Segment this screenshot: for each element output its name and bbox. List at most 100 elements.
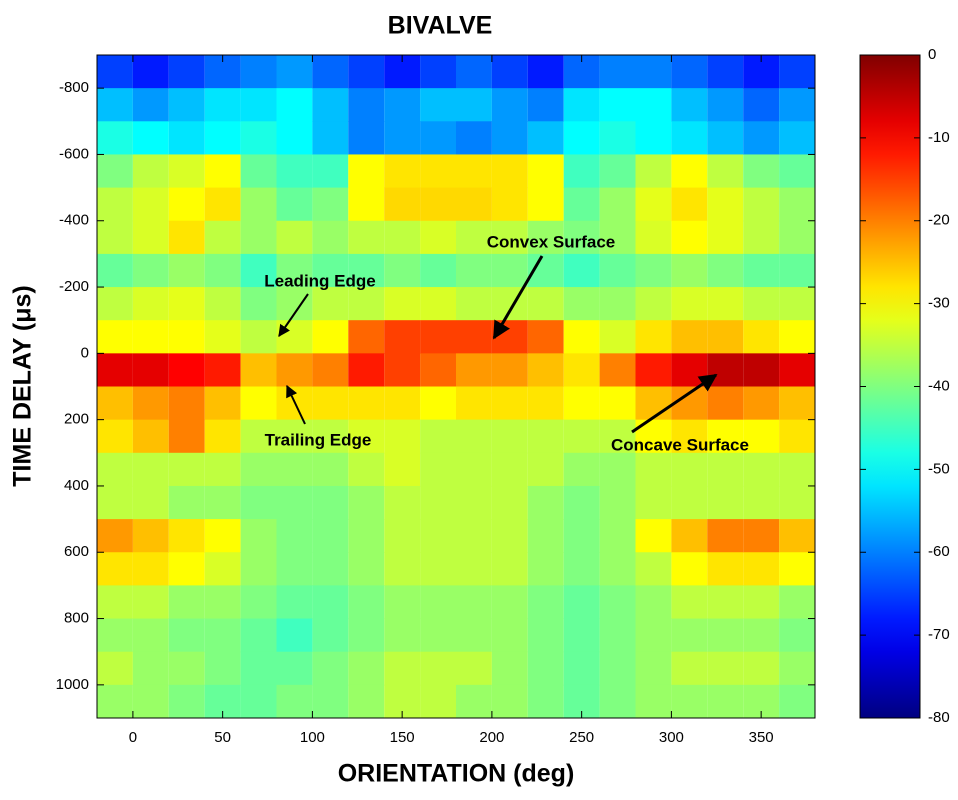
heatmap-cell <box>707 651 744 686</box>
heatmap-cell <box>743 353 780 387</box>
heatmap-cell <box>384 519 421 553</box>
heatmap-cell <box>276 287 313 321</box>
heatmap-cell <box>779 353 815 387</box>
heatmap-cell <box>420 253 456 288</box>
heatmap-cell <box>456 121 492 155</box>
arrow <box>286 384 306 425</box>
heatmap-cell <box>743 187 780 222</box>
heatmap-cell <box>348 55 385 89</box>
heatmap-cell <box>563 353 600 387</box>
heatmap-cell <box>635 353 672 387</box>
heatmap-cell <box>599 519 636 553</box>
heatmap-cell <box>348 419 385 454</box>
heatmap-cell <box>312 618 349 653</box>
x-tick-label: 150 <box>390 729 415 746</box>
heatmap-cell <box>599 485 636 520</box>
heatmap-cell <box>276 651 313 686</box>
heatmap-cell <box>491 419 528 454</box>
y-tick-label: -800 <box>59 79 89 96</box>
heatmap-cell <box>527 287 564 321</box>
heatmap-cell <box>168 386 205 421</box>
heatmap-cell <box>599 253 636 288</box>
heatmap-cell <box>779 121 815 155</box>
heatmap-cell <box>563 419 600 454</box>
heatmap-cell <box>97 253 133 288</box>
heatmap-cell <box>743 485 780 520</box>
heatmap-cell <box>635 485 672 520</box>
heatmap-cell <box>707 519 744 553</box>
heatmap-cell <box>635 253 672 288</box>
heatmap-cell <box>527 353 564 387</box>
heatmap-cell <box>527 552 564 586</box>
heatmap-cell <box>671 419 708 454</box>
heatmap-cell <box>707 154 744 189</box>
heatmap-cell <box>276 253 313 288</box>
heatmap-cell <box>276 452 313 487</box>
heatmap-cell <box>779 585 815 620</box>
heatmap-cell <box>384 585 421 620</box>
heatmap-cell <box>276 88 313 122</box>
heatmap-cell <box>348 585 385 620</box>
heatmap-cell <box>599 452 636 487</box>
heatmap-cell <box>420 353 456 387</box>
heatmap-cell <box>204 187 241 222</box>
heatmap-cell <box>707 386 744 421</box>
heatmap-cell <box>743 519 780 553</box>
heatmap-cell <box>132 485 169 520</box>
heatmap-cell <box>276 55 313 89</box>
heatmap-cell <box>132 287 169 321</box>
annotation: Convex Surface <box>487 232 616 251</box>
heatmap-cell <box>420 220 456 255</box>
heatmap-cell <box>384 485 421 520</box>
heatmap-cell <box>204 618 241 653</box>
heatmap-cell <box>384 287 421 321</box>
heatmap-cell <box>635 320 672 354</box>
heatmap-cell <box>707 187 744 222</box>
heatmap-cell <box>420 452 456 487</box>
heatmap-cell <box>384 552 421 586</box>
x-tick-label: 0 <box>129 729 137 746</box>
heatmap-cell <box>635 552 672 586</box>
heatmap-cell <box>276 187 313 222</box>
heatmap-cell <box>276 552 313 586</box>
heatmap-cell <box>276 320 313 354</box>
heatmap-cell <box>456 88 492 122</box>
heatmap-cell <box>204 353 241 387</box>
heatmap-cell <box>563 253 600 288</box>
heatmap-cell <box>420 651 456 686</box>
heatmap-cell <box>132 618 169 653</box>
heatmap-cell <box>491 154 528 189</box>
plot-frame <box>96 54 816 719</box>
heatmap-cell <box>743 452 780 487</box>
heatmap-cell <box>527 55 564 89</box>
heatmap-cell <box>635 121 672 155</box>
heatmap-cell <box>312 187 349 222</box>
heatmap-cell <box>204 88 241 122</box>
heatmap-cell <box>671 88 708 122</box>
heatmap-cell <box>348 154 385 189</box>
heatmap-cell <box>456 585 492 620</box>
heatmap-cell <box>97 585 133 620</box>
heatmap-cell <box>456 684 492 719</box>
heatmap-cell <box>779 88 815 122</box>
heatmap-cell <box>599 55 636 89</box>
heatmap-cell <box>276 585 313 620</box>
heatmap-cell <box>348 253 385 288</box>
heatmap-cell <box>168 684 205 719</box>
heatmap-cell <box>491 485 528 520</box>
heatmap-cell <box>491 55 528 89</box>
heatmap-cell <box>420 684 456 719</box>
heatmap-cell <box>97 519 133 553</box>
heatmap-cell <box>456 220 492 255</box>
heatmap-cell <box>671 55 708 89</box>
heatmap-cell <box>132 187 169 222</box>
y-tick-label: 800 <box>64 610 89 627</box>
heatmap-cell <box>527 419 564 454</box>
x-tick-label: 250 <box>569 729 594 746</box>
annotation: Concave Surface <box>611 435 749 454</box>
heatmap-cell <box>563 187 600 222</box>
heatmap-cell <box>563 154 600 189</box>
heatmap-cell <box>635 684 672 719</box>
heatmap-cell <box>671 585 708 620</box>
heatmap-cell <box>168 419 205 454</box>
